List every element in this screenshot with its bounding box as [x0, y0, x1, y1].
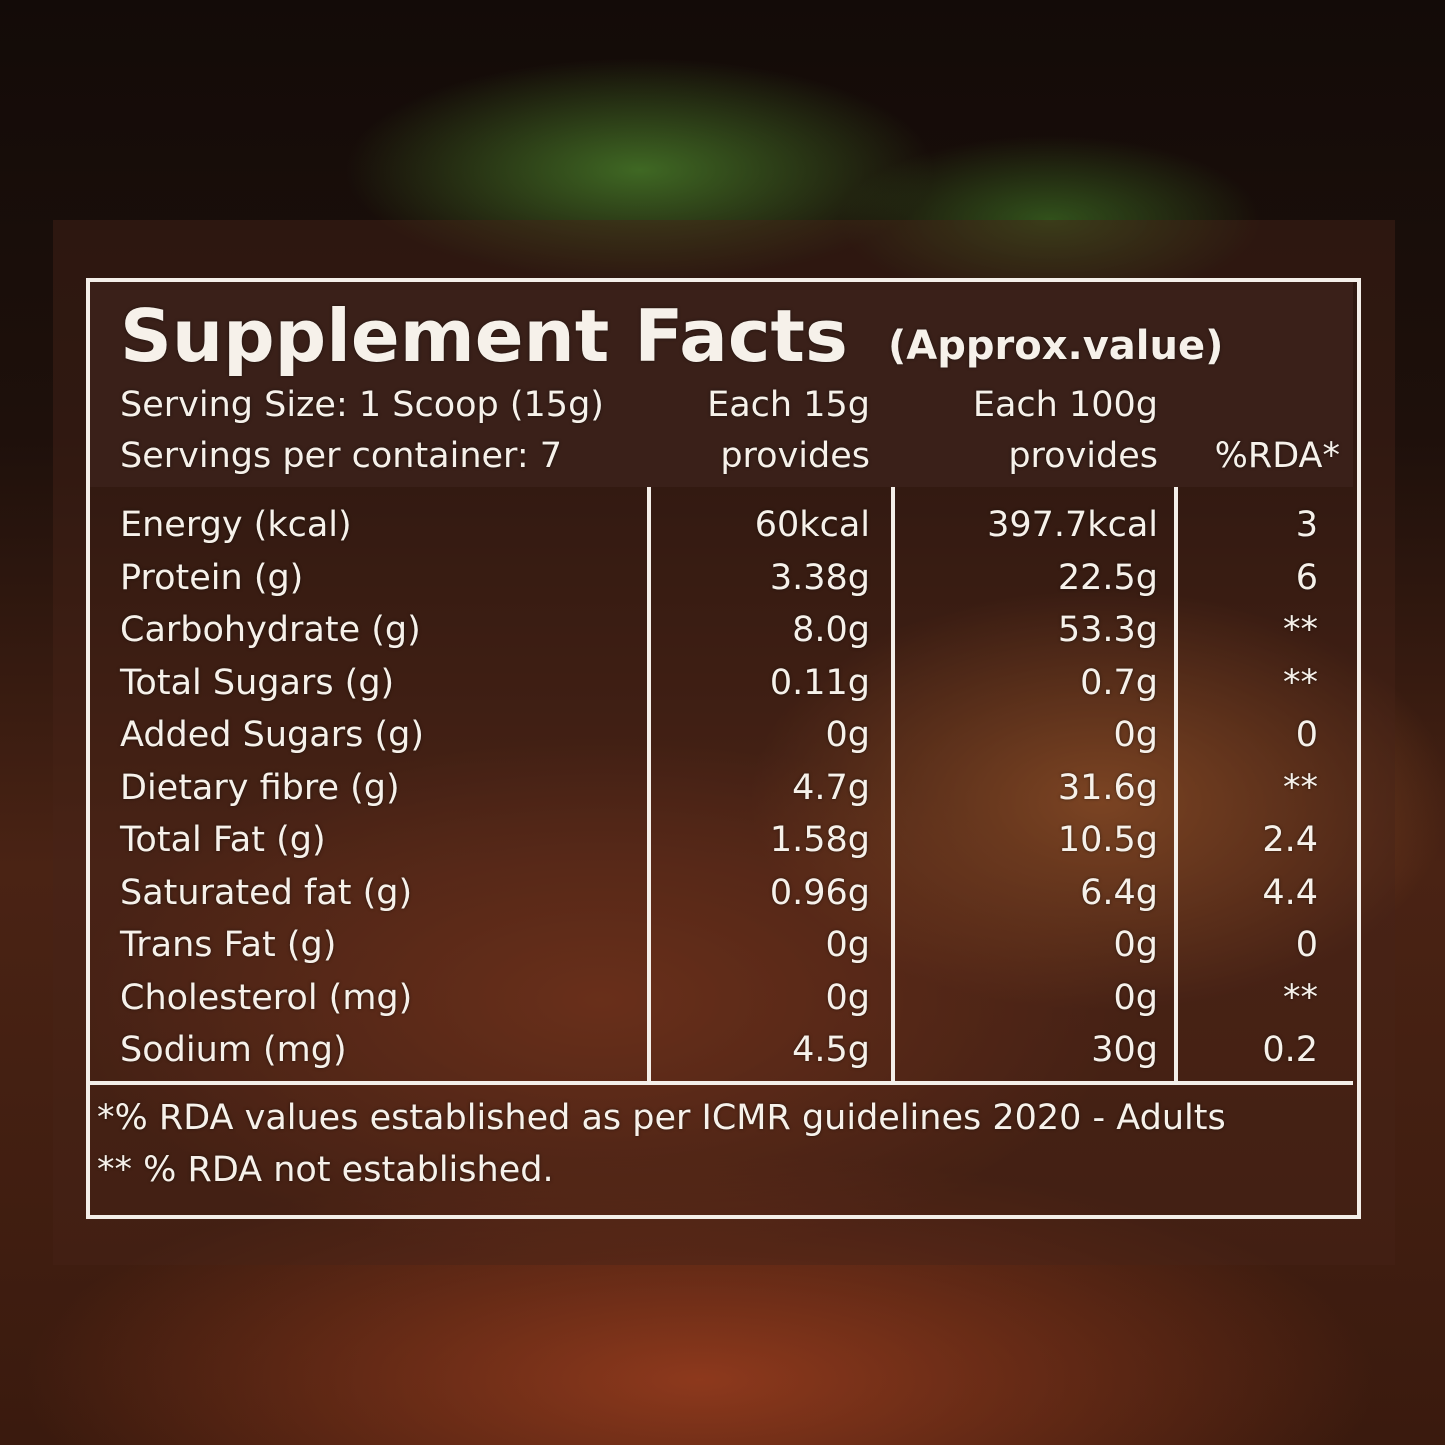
column-header: %RDA*	[1214, 436, 1340, 476]
cell: 2.4	[1262, 820, 1318, 860]
cell: 10.5g	[1057, 820, 1158, 860]
footnote: ** % RDA not established.	[97, 1150, 554, 1190]
cell: 1.58g	[769, 820, 870, 860]
nutrient-name: Dietary fibre (g)	[120, 767, 400, 808]
cell: 3	[1295, 505, 1318, 545]
column-divider	[647, 487, 651, 1083]
cell: 0g	[1113, 925, 1159, 965]
nutrient-name: Carbohydrate (g)	[120, 610, 421, 650]
cell: 0g	[1113, 715, 1159, 755]
cell: 0	[1295, 925, 1318, 965]
column-header: Each 15g	[707, 385, 870, 425]
cell: 4.7g	[792, 767, 870, 808]
cell: 30g	[1091, 1030, 1158, 1070]
column-header: provides	[1008, 436, 1158, 476]
cell: 6	[1295, 557, 1318, 598]
servings-per-container: Servings per container: 7	[120, 436, 563, 476]
cell: 0.7g	[1080, 662, 1158, 703]
column-divider	[1174, 487, 1178, 1083]
cell: 0g	[825, 925, 871, 965]
cell: 31.6g	[1057, 767, 1158, 808]
cell: 0g	[1113, 977, 1159, 1018]
column-divider	[891, 487, 895, 1083]
subtitle: (Approx.value)	[888, 323, 1224, 369]
cell: 397.7kcal	[987, 505, 1158, 545]
cell: 53.3g	[1057, 610, 1158, 650]
cell: 0.96g	[769, 872, 870, 913]
cell: **	[1283, 610, 1318, 650]
cell: 6.4g	[1080, 872, 1158, 913]
cell: **	[1283, 662, 1318, 703]
cell: 0g	[825, 715, 871, 755]
nutrient-name: Saturated fat (g)	[120, 872, 413, 913]
footnote: *% RDA values established as per ICMR gu…	[97, 1098, 1226, 1138]
serving-size: Serving Size: 1 Scoop (15g)	[120, 385, 604, 425]
column-header: provides	[720, 436, 870, 476]
cell: 0.11g	[769, 662, 870, 703]
cell: 3.38g	[769, 557, 870, 598]
nutrient-name: Sodium (mg)	[120, 1030, 347, 1070]
cell: **	[1283, 767, 1318, 808]
column-header: Each 100g	[972, 385, 1158, 425]
nutrient-name: Energy (kcal)	[120, 505, 352, 545]
nutrient-name: Total Fat (g)	[120, 820, 326, 860]
cell: 0	[1295, 715, 1318, 755]
nutrient-name: Total Sugars (g)	[120, 662, 395, 703]
cell: **	[1283, 977, 1318, 1018]
cell: 4.4	[1262, 872, 1318, 913]
nutrient-name: Cholesterol (mg)	[120, 977, 413, 1018]
facts-box	[86, 278, 1361, 1219]
cell: 0.2	[1262, 1030, 1318, 1070]
cell: 4.5g	[792, 1030, 870, 1070]
cell: 22.5g	[1057, 557, 1158, 598]
cell: 8.0g	[792, 610, 870, 650]
cell: 60kcal	[754, 505, 870, 545]
nutrient-name: Protein (g)	[120, 557, 304, 598]
title: Supplement Facts	[120, 294, 848, 378]
cell: 0g	[825, 977, 871, 1018]
nutrient-name: Trans Fat (g)	[120, 925, 337, 965]
footer-divider	[90, 1081, 1353, 1085]
header-band	[90, 282, 1353, 487]
nutrient-name: Added Sugars (g)	[120, 715, 424, 755]
